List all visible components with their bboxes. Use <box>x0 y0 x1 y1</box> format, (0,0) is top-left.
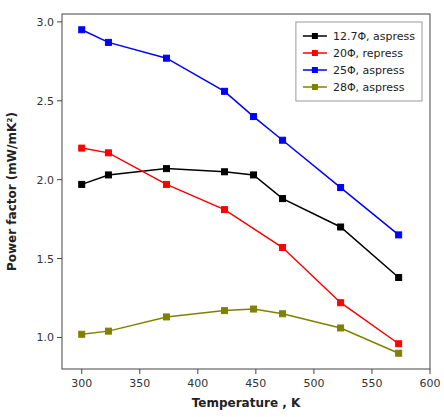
series-marker <box>396 350 402 356</box>
series-marker <box>79 331 85 337</box>
y-tick <box>57 100 62 101</box>
x-tick-label: 600 <box>420 377 441 390</box>
y-tick-label: 1.5 <box>37 253 55 266</box>
y-axis-label: Power factor (mW/mK²) <box>5 112 19 271</box>
series-marker <box>396 274 402 280</box>
plot-frame <box>62 14 430 369</box>
series-marker <box>251 306 257 312</box>
y-tick <box>57 337 62 338</box>
series-marker <box>280 137 286 143</box>
legend-box <box>296 22 422 101</box>
series-marker <box>222 207 228 213</box>
series-marker <box>105 328 111 334</box>
legend-marker <box>312 33 318 39</box>
legend-marker <box>312 50 318 56</box>
series-marker <box>396 232 402 238</box>
series-marker <box>222 169 228 175</box>
y-tick-label: 2.0 <box>37 174 55 187</box>
series-marker <box>222 308 228 314</box>
legend-label: 28Φ, aspress <box>333 81 405 94</box>
series-marker <box>105 172 111 178</box>
y-tick-label: 2.5 <box>37 95 55 108</box>
x-tick <box>255 369 256 374</box>
x-tick-label: 400 <box>187 377 208 390</box>
series-marker <box>222 88 228 94</box>
x-axis-label: Temperature , K <box>192 396 301 410</box>
series-marker <box>338 185 344 191</box>
series-marker <box>79 145 85 151</box>
x-tick <box>197 369 198 374</box>
series-marker <box>163 166 169 172</box>
y-tick <box>57 21 62 22</box>
chart: 300 350 400 450 500 550 600 1.0 1.5 2.0 2.5 3.0 Temp… <box>0 0 444 417</box>
x-tick <box>430 369 431 374</box>
x-tick <box>371 369 372 374</box>
y-tick-label: 1.0 <box>37 331 55 344</box>
x-tick <box>139 369 140 374</box>
x-tick-label: 350 <box>129 377 150 390</box>
legend-label: 20Φ, repress <box>333 47 403 60</box>
y-tick <box>57 258 62 259</box>
series-line <box>82 148 399 344</box>
series-marker <box>163 181 169 187</box>
y-tick-label: 3.0 <box>37 16 55 29</box>
x-tick <box>313 369 314 374</box>
y-tick <box>57 179 62 180</box>
series-marker <box>105 150 111 156</box>
series-marker <box>280 311 286 317</box>
x-tick-label: 300 <box>71 377 92 390</box>
series-marker <box>105 39 111 45</box>
series-line <box>82 309 399 353</box>
x-tick-label: 550 <box>361 377 382 390</box>
x-tick <box>81 369 82 374</box>
series-line <box>82 169 399 278</box>
series-marker <box>280 196 286 202</box>
series-marker <box>251 114 257 120</box>
series-marker <box>396 341 402 347</box>
series-marker <box>338 300 344 306</box>
legend-marker <box>312 84 318 90</box>
series-marker <box>338 224 344 230</box>
series-marker <box>79 27 85 33</box>
x-tick-label: 450 <box>245 377 266 390</box>
legend-marker <box>312 67 318 73</box>
series-marker <box>251 172 257 178</box>
series-marker <box>338 325 344 331</box>
series-marker <box>280 245 286 251</box>
series-marker <box>163 55 169 61</box>
legend: 12.7Φ, aspress 20Φ, repress 25Φ, aspress 28… <box>296 22 422 101</box>
series-marker <box>79 181 85 187</box>
legend-label: 12.7Φ, aspress <box>333 30 415 43</box>
legend-label: 25Φ, aspress <box>333 64 405 77</box>
x-tick-label: 500 <box>303 377 324 390</box>
series-marker <box>163 314 169 320</box>
